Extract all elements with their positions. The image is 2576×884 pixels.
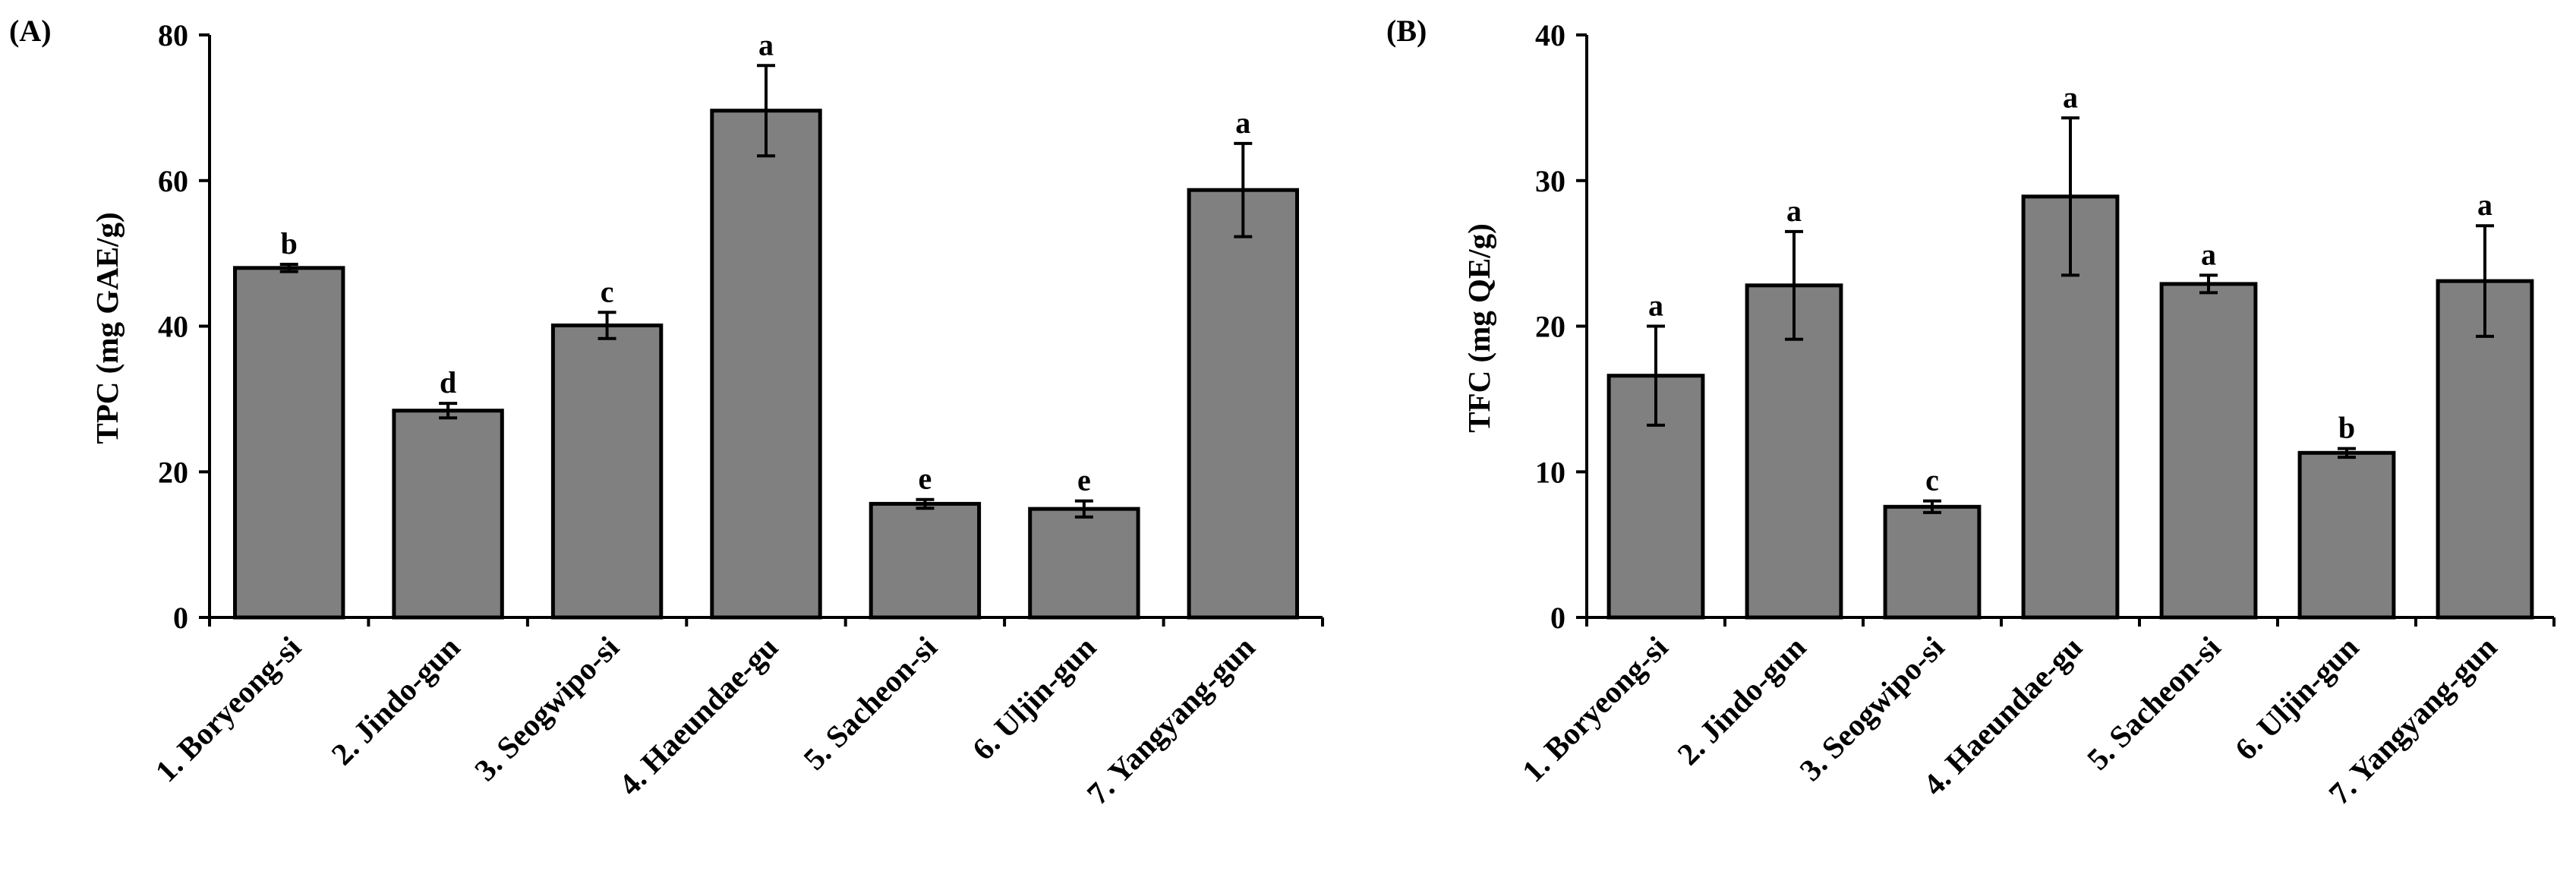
bar-b-5 [2159,282,2258,620]
category-label-a-3: 3. Seogwipo-si [468,630,626,788]
y-axis-title-b: TFC (mg QE/g) [1461,223,1496,433]
y-tick-label-b-2: 20 [1535,310,1565,344]
y-tick-label-a-1: 20 [158,455,188,489]
category-label-a-2: 2. Jindo-gun [324,630,466,772]
y-tick-label-b-0: 0 [1550,601,1565,635]
bar-a-3 [550,324,664,620]
y-tick-label-a-3: 60 [158,164,188,198]
significance-label-a-1: b [281,226,298,260]
significance-label-b-6: b [2338,411,2355,445]
significance-label-a-4: a [758,27,774,62]
category-label-b-5: 5. Sacheon-si [2080,630,2228,777]
category-label-b-6: 6. Uljin-gun [2228,630,2366,767]
y-tick-label-b-3: 30 [1535,164,1565,198]
significance-label-a-3: c [601,274,614,308]
significance-label-a-5: e [919,462,932,496]
panel-label-b: (B) [1386,14,1427,48]
panel-b: (B) TFC (mg QE/g) a 1. Boryeong-si a 2. Jin… [1386,14,2556,811]
bar-b-3 [1883,504,1982,620]
significance-label-a-2: d [440,365,456,399]
significance-label-b-3: c [1925,463,1939,497]
category-label-a-7: 7. Yangyang-gun [1080,630,1261,811]
y-tick-label-a-2: 40 [158,310,188,344]
bar-b-6 [2297,450,2396,620]
bar-a-6 [1028,507,1140,620]
significance-label-b-1: a [1648,289,1663,323]
panel-a: (A) TPC (mg GAE/g) b 1. Boryeong-si d 2. Ji… [9,14,1324,811]
y-tick-label-a-0: 0 [173,601,188,635]
category-label-a-1: 1. Boryeong-si [148,630,307,789]
category-label-b-3: 3. Seogwipo-si [1792,630,1950,788]
significance-label-b-4: a [2063,80,2078,114]
bar-a-2 [392,409,504,620]
significance-label-b-5: a [2201,237,2216,271]
y-axis-title-a: TPC (mg GAE/g) [90,212,125,444]
bar-a-4 [710,109,822,620]
y-tick-label-b-1: 10 [1535,455,1565,489]
significance-label-a-7: a [1235,106,1250,140]
significance-label-b-2: a [1786,194,1802,228]
category-label-a-6: 6. Uljin-gun [966,630,1103,767]
significance-label-a-6: e [1077,463,1091,497]
category-label-b-2: 2. Jindo-gun [1670,630,1812,772]
category-label-a-5: 5. Sacheon-si [796,630,944,777]
y-tick-label-a-4: 80 [158,18,188,52]
significance-label-b-7: a [2477,188,2492,222]
bar-a-5 [869,501,982,620]
y-tick-label-b-4: 40 [1535,18,1565,52]
panel-label-a: (A) [9,14,52,48]
category-label-a-4: 4. Haeundae-gu [612,630,784,802]
bar-a-7 [1187,188,1299,620]
bar-a-1 [233,266,345,620]
category-label-b-1: 1. Boryeong-si [1515,630,1675,789]
